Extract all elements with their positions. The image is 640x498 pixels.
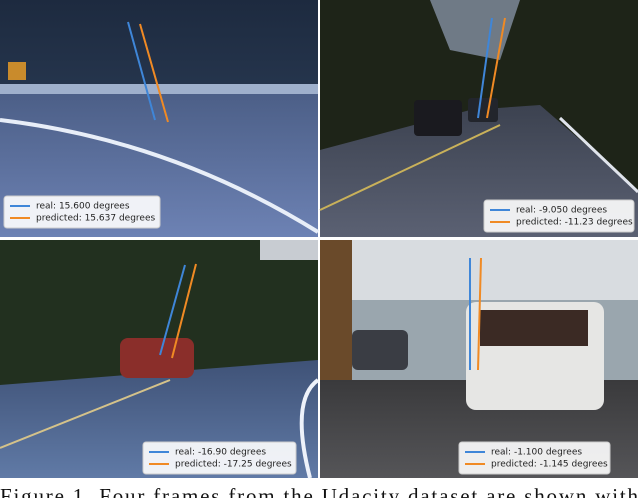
legend-predicted: predicted: -17.25 degrees <box>175 460 292 470</box>
legend-3: real: -16.90 degrees predicted: -17.25 d… <box>142 441 297 475</box>
legend-predicted: predicted: -11.23 degrees <box>516 218 633 228</box>
legend-predicted: predicted: 15.637 degrees <box>36 214 155 224</box>
legend-predicted: predicted: -1.145 degrees <box>491 460 608 470</box>
frame-3 <box>0 240 320 479</box>
legend-real: real: -9.050 degrees <box>516 206 607 216</box>
legend-real: real: 15.600 degrees <box>36 202 130 212</box>
legend-2: real: -9.050 degrees predicted: -11.23 d… <box>483 199 635 233</box>
caption: Figure 1. Four frames from the Udacity d… <box>0 484 639 498</box>
frame-2 <box>319 0 640 237</box>
legend-1: real: 15.600 degrees predicted: 15.637 d… <box>3 195 161 229</box>
frame-4 <box>320 240 638 478</box>
legend-real: real: -16.90 degrees <box>175 448 266 458</box>
legend-real: real: -1.100 degrees <box>491 448 582 458</box>
legend-4: real: -1.100 degrees predicted: -1.145 d… <box>458 441 611 475</box>
